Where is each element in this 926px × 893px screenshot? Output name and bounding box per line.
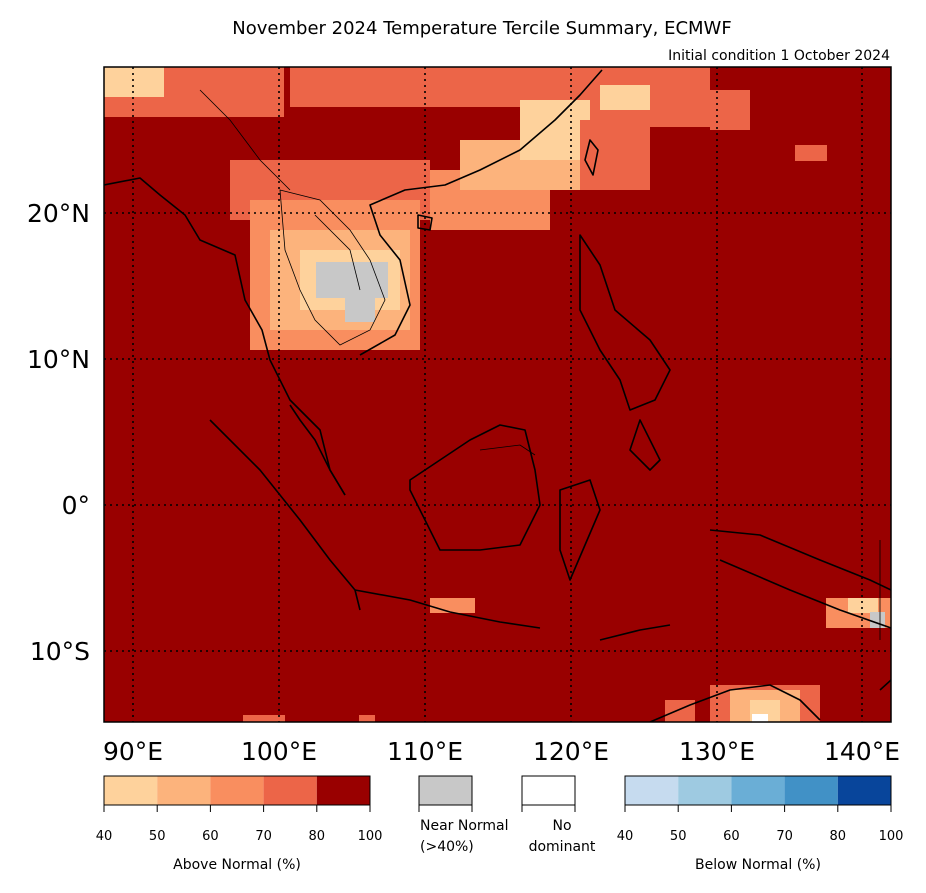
- map-frame: [103, 66, 892, 723]
- below-normal-tick-label: 40: [617, 829, 634, 844]
- lon-label: 110°E: [387, 737, 463, 766]
- legend-no-dominant: No dominant: [521, 775, 596, 855]
- legend-below-normal: 40 50 60 70 80 100 Below Normal (%): [617, 775, 904, 873]
- near-normal-label: Near Normal: [420, 818, 509, 834]
- lon-label: 130°E: [679, 737, 755, 766]
- above-normal-tick-label: 60: [202, 829, 219, 844]
- above-normal-tick-label: 100: [358, 829, 383, 844]
- above-normal-tick-label: 50: [149, 829, 166, 844]
- no-dominant-swatch: [521, 775, 576, 806]
- near-normal-swatch: [418, 775, 473, 806]
- legend-below-label: Below Normal (%): [695, 857, 821, 873]
- no-dominant-label-2: dominant: [529, 839, 596, 855]
- latitude-labels: 20°N 10°N 0° 10°S: [27, 199, 90, 666]
- lon-label: 100°E: [241, 737, 317, 766]
- longitude-labels: 90°E 100°E 110°E 120°E 130°E 140°E: [103, 737, 900, 766]
- legend-above-label: Above Normal (%): [173, 857, 301, 873]
- above-normal-tick-label: 70: [255, 829, 272, 844]
- lon-label: 120°E: [533, 737, 609, 766]
- graticule: [104, 67, 891, 722]
- below-normal-swatch: [678, 776, 732, 805]
- near-normal-label-2: (>40%): [420, 839, 474, 855]
- lon-label: 90°E: [103, 737, 163, 766]
- below-normal-tick-label: 70: [776, 829, 793, 844]
- lat-label: 20°N: [27, 199, 90, 228]
- above-normal-swatch: [316, 776, 370, 805]
- below-normal-tick-label: 80: [830, 829, 847, 844]
- lat-label: 10°N: [27, 345, 90, 374]
- above-normal-swatch: [263, 776, 317, 805]
- below-normal-swatch: [784, 776, 838, 805]
- country-borders: [199, 89, 881, 640]
- legend-above-normal: 40 50 60 70 80 100 Above Normal (%): [96, 775, 383, 873]
- lat-label: 10°S: [30, 637, 90, 666]
- below-normal-tick-label: 50: [670, 829, 687, 844]
- legend-near-normal: Near Normal (>40%): [418, 775, 509, 855]
- above-normal-tick-label: 40: [96, 829, 113, 844]
- below-normal-swatch: [731, 776, 785, 805]
- lon-label: 140°E: [824, 737, 900, 766]
- coastlines: [104, 69, 891, 722]
- above-normal-swatch: [210, 776, 264, 805]
- lat-label: 0°: [62, 491, 90, 520]
- map-panel: [104, 67, 891, 722]
- no-dominant-label: No: [552, 818, 571, 834]
- below-normal-swatch: [837, 776, 891, 805]
- above-normal-swatch: [157, 776, 211, 805]
- above-normal-tick-label: 80: [309, 829, 326, 844]
- below-normal-tick-label: 60: [723, 829, 740, 844]
- figure-title: November 2024 Temperature Tercile Summar…: [232, 18, 731, 39]
- below-normal-swatch: [625, 776, 679, 805]
- below-normal-tick-label: 100: [879, 829, 904, 844]
- above-normal-swatch: [104, 776, 158, 805]
- figure-subtitle: Initial condition 1 October 2024: [668, 48, 890, 64]
